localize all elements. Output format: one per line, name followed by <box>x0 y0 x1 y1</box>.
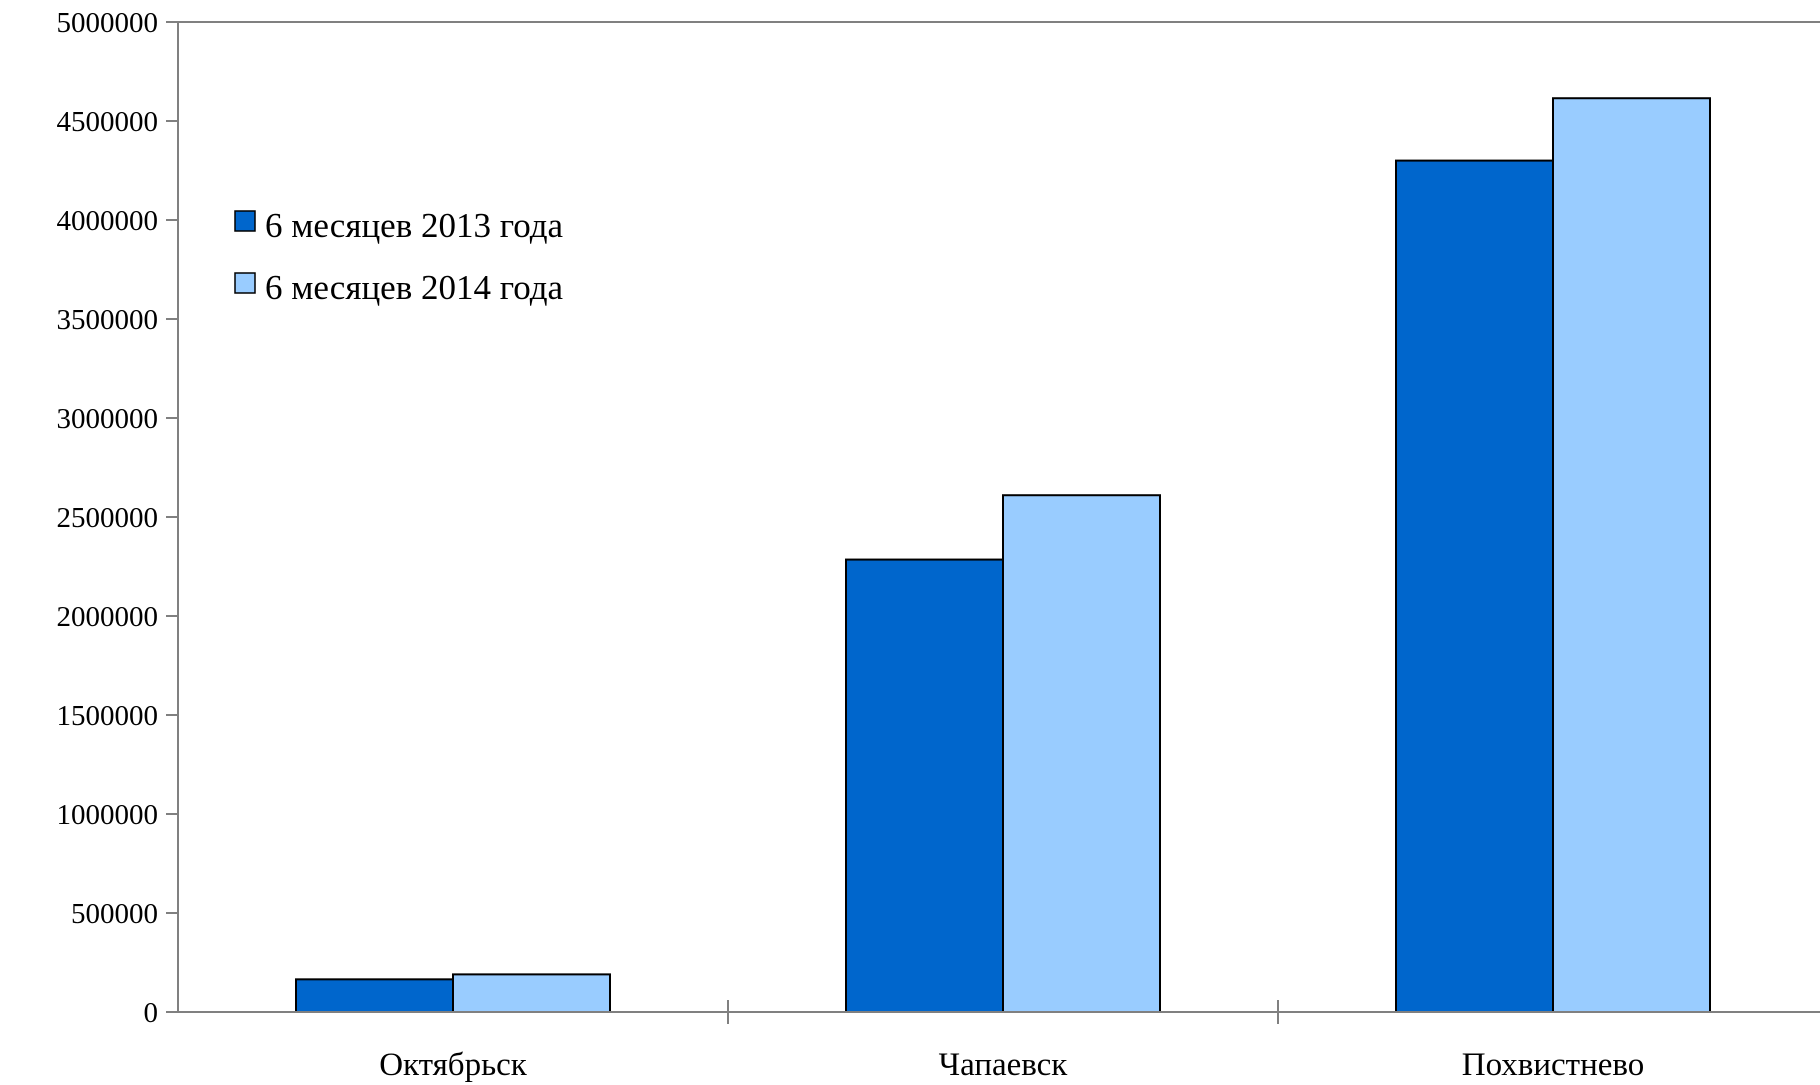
bar-2014-2 <box>1002 494 1161 1014</box>
y-tick-label: 2500000 <box>57 502 159 534</box>
legend-swatch-2014 <box>234 272 256 294</box>
category-label: Октябрьск <box>379 1047 528 1083</box>
bars-layer <box>295 97 1711 1014</box>
bar-2013-3 <box>1395 159 1554 1014</box>
bar-2013-2 <box>845 558 1004 1013</box>
legend-label-2014: 6 месяцев 2014 года <box>265 268 564 307</box>
y-tick-label: 1500000 <box>57 700 159 732</box>
y-tick-label: 3000000 <box>57 403 159 435</box>
bar-2013-1 <box>295 978 454 1014</box>
y-tick-label: 4000000 <box>57 205 159 237</box>
y-tick-label: 5000000 <box>57 7 159 39</box>
y-tick-label: 0 <box>144 997 159 1029</box>
y-tick-label: 1000000 <box>57 799 159 831</box>
legend-swatch-2013 <box>234 210 256 232</box>
legend: 6 месяцев 2013 года 6 месяцев 2014 года <box>234 206 564 307</box>
y-tick-label: 500000 <box>71 898 158 930</box>
category-label: Чапаевск <box>939 1047 1069 1083</box>
y-tick-label: 2000000 <box>57 601 159 633</box>
y-tick-label: 4500000 <box>57 106 159 138</box>
category-label: Похвистнево <box>1462 1047 1644 1083</box>
y-tick-label: 3500000 <box>57 304 159 336</box>
bar-2014-1 <box>452 973 611 1014</box>
axes-layer: 0 500000 1000000 1500000 2000000 2500000 30000… <box>57 7 1820 1083</box>
legend-label-2013: 6 месяцев 2013 года <box>265 206 564 245</box>
bar-2014-3 <box>1552 97 1711 1014</box>
